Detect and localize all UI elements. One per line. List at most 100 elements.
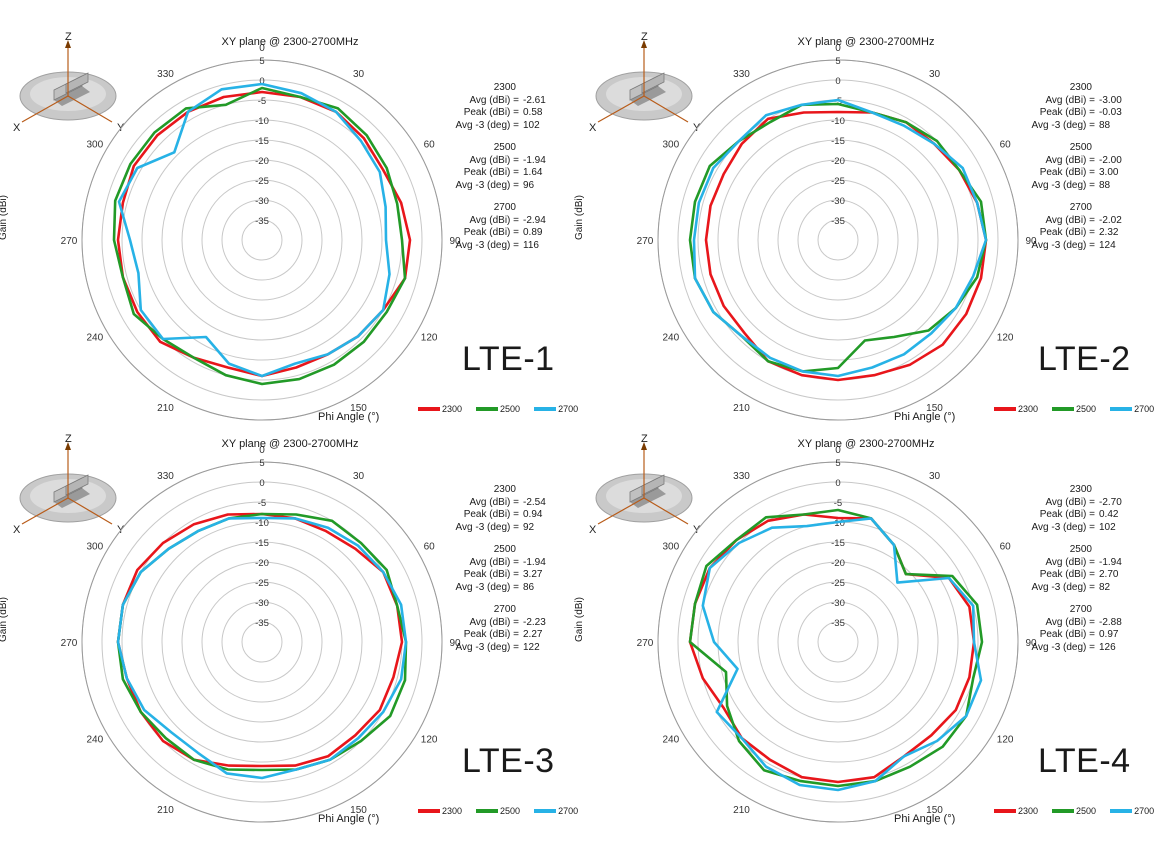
stat-key: Avg (dBi) = — [1045, 496, 1095, 508]
angle-tick-label: 60 — [1000, 542, 1012, 553]
angle-tick-label: 150 — [350, 805, 367, 816]
radial-tick-label: -10 — [255, 116, 269, 127]
radial-tick-label: -10 — [255, 518, 269, 529]
grid-ring — [797, 199, 879, 281]
radial-tick-label: -20 — [255, 156, 269, 167]
radial-tick-label: -15 — [255, 136, 269, 147]
stat-frequency: 2300 — [493, 484, 516, 495]
angle-tick-label: 270 — [61, 236, 78, 247]
angle-tick-label: 60 — [424, 542, 436, 553]
stat-key: Avg -3 (deg) = — [1031, 641, 1095, 653]
radial-tick-label: -35 — [831, 618, 845, 629]
stats-block: 2300 Avg (dBi) = -3.00 Peak (dBi) = -0.03 Avg… — [1031, 82, 1146, 262]
legend: 2300 2500 2700 — [418, 404, 592, 414]
stat-value: 126 — [1099, 641, 1116, 653]
stat-key: Avg -3 (deg) = — [455, 581, 519, 593]
stat-row-avg3: Avg -3 (deg) = 102 — [1031, 522, 1146, 535]
angle-tick-label: 210 — [733, 805, 750, 816]
stat-key: Avg (dBi) = — [1045, 616, 1095, 628]
grid-ring — [81, 461, 443, 823]
legend-item-2300: 2300 — [418, 404, 462, 414]
stat-group: 2300 Avg (dBi) = -2.54 Peak (dBi) = 0.94 Avg … — [455, 484, 570, 534]
grid-ring — [777, 179, 899, 301]
radial-tick-label: -35 — [831, 216, 845, 227]
stat-frequency: 2500 — [1069, 142, 1092, 153]
stat-value: 1.64 — [523, 167, 543, 178]
stat-value: 96 — [523, 179, 535, 191]
y-axis-label: Gain (dBi) — [574, 596, 585, 642]
angle-tick-label: 240 — [663, 735, 680, 746]
stat-key: Peak (dBi) = — [463, 569, 519, 580]
stat-key: Avg -3 (deg) = — [1031, 239, 1095, 251]
radial-tick-label: -30 — [831, 196, 845, 207]
legend: 2300 2500 2700 — [418, 806, 592, 816]
series-line-2500 — [688, 102, 988, 373]
grid-ring — [817, 621, 859, 663]
angle-tick-label: 330 — [157, 471, 174, 482]
stat-row-avg3: Avg -3 (deg) = 126 — [1031, 642, 1146, 655]
radial-tick-label: 5 — [259, 56, 264, 67]
x-axis-icon-label: X — [13, 122, 21, 134]
stat-group: 2700 Avg (dBi) = -2.02 Peak (dBi) = 2.32 Avg … — [1031, 202, 1146, 252]
stat-row-avg3: Avg -3 (deg) = 122 — [455, 642, 570, 655]
legend-label: 2300 — [1018, 806, 1039, 816]
grid-ring — [757, 561, 919, 723]
radial-tick-label: -20 — [255, 558, 269, 569]
stat-row-avg: Avg (dBi) = -3.00 — [1031, 95, 1146, 108]
stat-value: 102 — [1099, 521, 1116, 533]
stat-row-avg: Avg (dBi) = -2.61 — [455, 95, 570, 108]
stat-group: 2500 Avg (dBi) = -1.94 Peak (dBi) = 3.27 Avg … — [455, 544, 570, 594]
angle-tick-label: 330 — [733, 69, 750, 80]
legend-label: 2300 — [1018, 404, 1039, 414]
radial-tick-label: -5 — [834, 96, 842, 107]
stat-group: 2300 Avg (dBi) = -3.00 Peak (dBi) = -0.03 Avg… — [1031, 82, 1146, 132]
stat-value: 86 — [523, 581, 535, 593]
stat-key: Avg -3 (deg) = — [455, 239, 519, 251]
x-axis-icon-label: X — [589, 524, 597, 536]
outer-ring — [81, 461, 443, 823]
angle-tick-label: 300 — [663, 140, 680, 151]
stat-value: 82 — [1099, 581, 1111, 593]
stat-value: -2.70 — [1099, 496, 1122, 508]
outer-ring — [657, 59, 1019, 421]
angle-tick-label: 0 — [259, 43, 265, 54]
stat-row-avg3: Avg -3 (deg) = 124 — [1031, 240, 1146, 253]
stat-row-peak: Peak (dBi) = 0.42 — [1031, 509, 1146, 522]
panel-label: LTE-4 — [1038, 742, 1131, 780]
radial-tick-label: -35 — [255, 216, 269, 227]
stat-row-peak: Peak (dBi) = 0.94 — [455, 509, 570, 522]
panel-label: LTE-3 — [462, 742, 555, 780]
grid-ring — [657, 59, 1019, 421]
y-axis-label: Gain (dBi) — [0, 596, 9, 642]
angle-tick-label: 300 — [87, 542, 104, 553]
radial-tick-label: 5 — [835, 458, 840, 469]
grid-ring — [101, 79, 423, 401]
legend-swatch — [476, 407, 499, 411]
stat-frequency: 2300 — [1069, 82, 1092, 93]
legend-swatch — [418, 407, 440, 411]
chart-panel-lte-3: ZXY50-5-10-15-20-25-30-35030609012015018… — [0, 402, 583, 825]
angle-tick-label: 90 — [1025, 638, 1037, 649]
angle-tick-label: 300 — [663, 542, 680, 553]
grid-ring — [241, 219, 283, 261]
stat-row-peak: Peak (dBi) = 3.27 — [455, 569, 570, 582]
angle-tick-label: 330 — [733, 471, 750, 482]
legend-item-2700: 2700 — [1110, 404, 1154, 414]
stat-value: 2.32 — [1099, 227, 1119, 238]
angle-tick-label: 120 — [421, 333, 438, 344]
grid-ring — [657, 461, 1019, 823]
angle-tick-label: 240 — [87, 735, 104, 746]
radial-tick-label: -5 — [258, 498, 266, 509]
axes-orientation-icon: ZX Y — [13, 433, 125, 536]
stat-key: Avg -3 (deg) = — [455, 521, 519, 533]
angle-tick-label: 90 — [1025, 236, 1037, 247]
legend: 2300 2500 2700 — [994, 404, 1166, 414]
stat-value: -1.94 — [523, 556, 546, 568]
stat-key: Peak (dBi) = — [463, 227, 519, 238]
y-axis-label: Gain (dBi) — [0, 194, 9, 240]
stat-value: 88 — [1099, 179, 1111, 191]
stat-frequency: 2300 — [1069, 484, 1092, 495]
stat-group: 2300 Avg (dBi) = -2.70 Peak (dBi) = 0.42 Avg … — [1031, 484, 1146, 534]
x-axis-icon-label: X — [13, 524, 21, 536]
legend-item-2700: 2700 — [534, 806, 578, 816]
